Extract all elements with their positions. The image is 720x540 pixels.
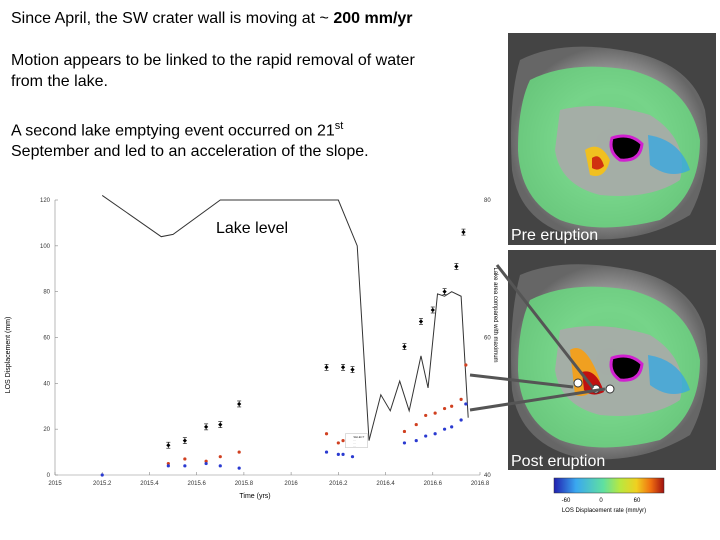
data-point — [402, 344, 407, 349]
legend-entry: ... — [353, 441, 356, 445]
y-tick-label: 40 — [43, 381, 50, 387]
legend-entry: SELECT — [353, 435, 364, 439]
x-tick-label: 2016.4 — [376, 481, 395, 487]
data-point — [430, 307, 435, 313]
y2-tick-label: 60 — [484, 336, 491, 342]
headline-text: Since April, the SW crater wall is movin… — [11, 10, 413, 27]
data-point — [450, 404, 454, 408]
x-tick-label: 2016.2 — [329, 481, 348, 487]
data-point — [341, 439, 345, 443]
data-point — [464, 402, 468, 406]
legend-entry: ... — [353, 438, 356, 442]
legend-box — [345, 433, 368, 448]
data-point — [402, 441, 407, 445]
pre-eruption-label: Pre eruption — [511, 227, 598, 244]
colorbar: -60 0 60 LOS Displacement rate (mm/yr) — [553, 477, 665, 514]
data-point — [414, 439, 418, 443]
colorbar-tick: 0 — [599, 498, 603, 504]
data-point — [100, 473, 104, 477]
y-tick-label: 100 — [40, 244, 51, 250]
chart-axes: 2015 2015.2 2015.4 2015.6 2015.8 2016 2016.2 20… — [40, 198, 491, 487]
y-axis-label: LOS Displacement (mm) — [5, 317, 12, 394]
post-eruption-map — [508, 250, 716, 470]
data-point — [166, 464, 170, 468]
x-tick-label: 2015.4 — [140, 481, 159, 487]
data-point — [204, 461, 208, 466]
x-axis-label: Time (yrs) — [239, 493, 270, 500]
lake-level-line — [101, 195, 469, 441]
x-tick-label: 2016.8 — [471, 481, 490, 487]
data-point — [324, 450, 329, 454]
data-point — [324, 432, 329, 436]
y-tick-label: 120 — [40, 198, 51, 204]
data-point — [442, 289, 447, 294]
data-point — [459, 418, 463, 422]
data-point — [464, 363, 468, 367]
data-point — [336, 452, 340, 456]
description-text: Motion appears to be linked to the rapid… — [11, 52, 415, 90]
lake-level-label: Lake level — [216, 220, 289, 237]
data-point — [442, 427, 447, 431]
data-point — [237, 450, 241, 454]
x-tick-label: 2016 — [284, 481, 298, 487]
data-point — [433, 432, 437, 436]
data-point — [350, 367, 355, 372]
colorbar-tick: -60 — [562, 498, 571, 504]
data-point — [461, 229, 466, 235]
data-point — [324, 365, 329, 370]
x-tick-label: 2015.2 — [93, 481, 112, 487]
y-tick-label: 60 — [43, 336, 50, 342]
data-point — [350, 455, 355, 459]
data-point — [341, 452, 345, 456]
data-point — [218, 422, 223, 427]
chart-legend: SELECT......... — [345, 433, 368, 448]
data-point — [433, 411, 437, 415]
y-tick-label: 80 — [43, 290, 50, 296]
data-point — [336, 441, 340, 445]
data-point — [203, 424, 209, 429]
data-point — [424, 434, 428, 438]
data-point — [237, 401, 242, 407]
post-eruption-label: Post eruption — [511, 453, 605, 470]
legend-entry: ... — [353, 444, 356, 448]
data-point — [340, 365, 346, 370]
data-point — [424, 413, 428, 418]
data-point — [418, 319, 424, 324]
data-point — [454, 264, 459, 269]
data-point — [218, 455, 222, 459]
data-point — [182, 438, 187, 443]
data-point — [204, 459, 208, 463]
chart-points: SELECT......... — [100, 228, 468, 477]
displacement-chart: 2015 2015.2 2015.4 2015.6 2015.8 2016 2016.2 20… — [5, 195, 498, 500]
y-tick-label: 0 — [47, 473, 51, 479]
x-tick-label: 2016.6 — [424, 481, 443, 487]
data-point — [414, 422, 418, 427]
data-point — [183, 464, 187, 468]
colorbar-tick: 60 — [634, 498, 641, 504]
x-tick-label: 2015.6 — [187, 481, 206, 487]
data-point — [166, 461, 170, 466]
data-point — [402, 429, 407, 434]
data-point — [237, 466, 241, 470]
y2-axis-label: Lake area compared with maximum — [492, 267, 498, 362]
pre-eruption-map — [508, 33, 716, 245]
x-tick-label: 2015.8 — [235, 481, 254, 487]
lake-level-polyline — [101, 195, 469, 441]
y2-tick-label: 40 — [484, 473, 491, 479]
data-point — [442, 406, 447, 411]
y-tick-label: 20 — [43, 427, 50, 433]
data-point — [459, 397, 463, 401]
x-tick-label: 2015 — [48, 481, 62, 487]
y2-tick-label: 80 — [484, 198, 491, 204]
data-point — [450, 425, 454, 429]
event-text: A second lake emptying event occurred on… — [11, 120, 369, 161]
data-point — [183, 457, 187, 461]
data-point — [166, 443, 171, 448]
data-point — [218, 464, 222, 468]
colorbar-label: LOS Displacement rate (mm/yr) — [562, 508, 646, 514]
